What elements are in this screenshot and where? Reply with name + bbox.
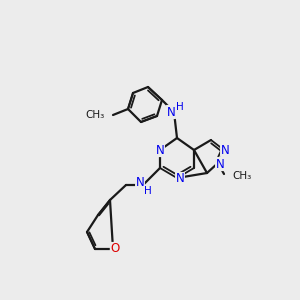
Text: N: N [220, 143, 230, 157]
Text: N: N [176, 172, 184, 185]
Text: O: O [110, 242, 120, 256]
Text: CH₃: CH₃ [86, 110, 105, 120]
Text: H: H [144, 186, 152, 196]
Text: N: N [156, 143, 164, 157]
Text: CH₃: CH₃ [232, 171, 251, 181]
Text: H: H [176, 102, 184, 112]
Text: N: N [167, 106, 176, 118]
Text: N: N [216, 158, 224, 170]
Text: N: N [136, 176, 144, 190]
